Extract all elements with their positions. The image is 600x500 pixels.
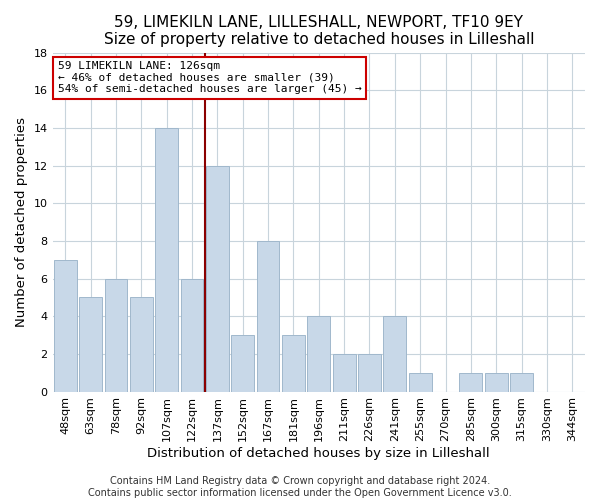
Bar (485, 373, 508, 392)
Bar (282, 335, 305, 392)
Bar (79, 298, 102, 392)
Bar (181, 278, 203, 392)
Bar (460, 373, 482, 392)
Bar (130, 298, 152, 392)
Title: 59, LIMEKILN LANE, LILLESHALL, NEWPORT, TF10 9EY
Size of property relative to de: 59, LIMEKILN LANE, LILLESHALL, NEWPORT, … (104, 15, 534, 48)
Y-axis label: Number of detached properties: Number of detached properties (15, 117, 28, 327)
Bar (257, 241, 280, 392)
Bar (231, 335, 254, 392)
Bar (155, 128, 178, 392)
Bar (409, 373, 431, 392)
Bar (333, 354, 356, 392)
Bar (307, 316, 330, 392)
Bar (383, 316, 406, 392)
Bar (54, 260, 77, 392)
Bar (510, 373, 533, 392)
X-axis label: Distribution of detached houses by size in Lilleshall: Distribution of detached houses by size … (148, 447, 490, 460)
Bar (104, 278, 127, 392)
Bar (206, 166, 229, 392)
Text: Contains HM Land Registry data © Crown copyright and database right 2024.
Contai: Contains HM Land Registry data © Crown c… (88, 476, 512, 498)
Text: 59 LIMEKILN LANE: 126sqm
← 46% of detached houses are smaller (39)
54% of semi-d: 59 LIMEKILN LANE: 126sqm ← 46% of detach… (58, 61, 362, 94)
Bar (358, 354, 381, 392)
